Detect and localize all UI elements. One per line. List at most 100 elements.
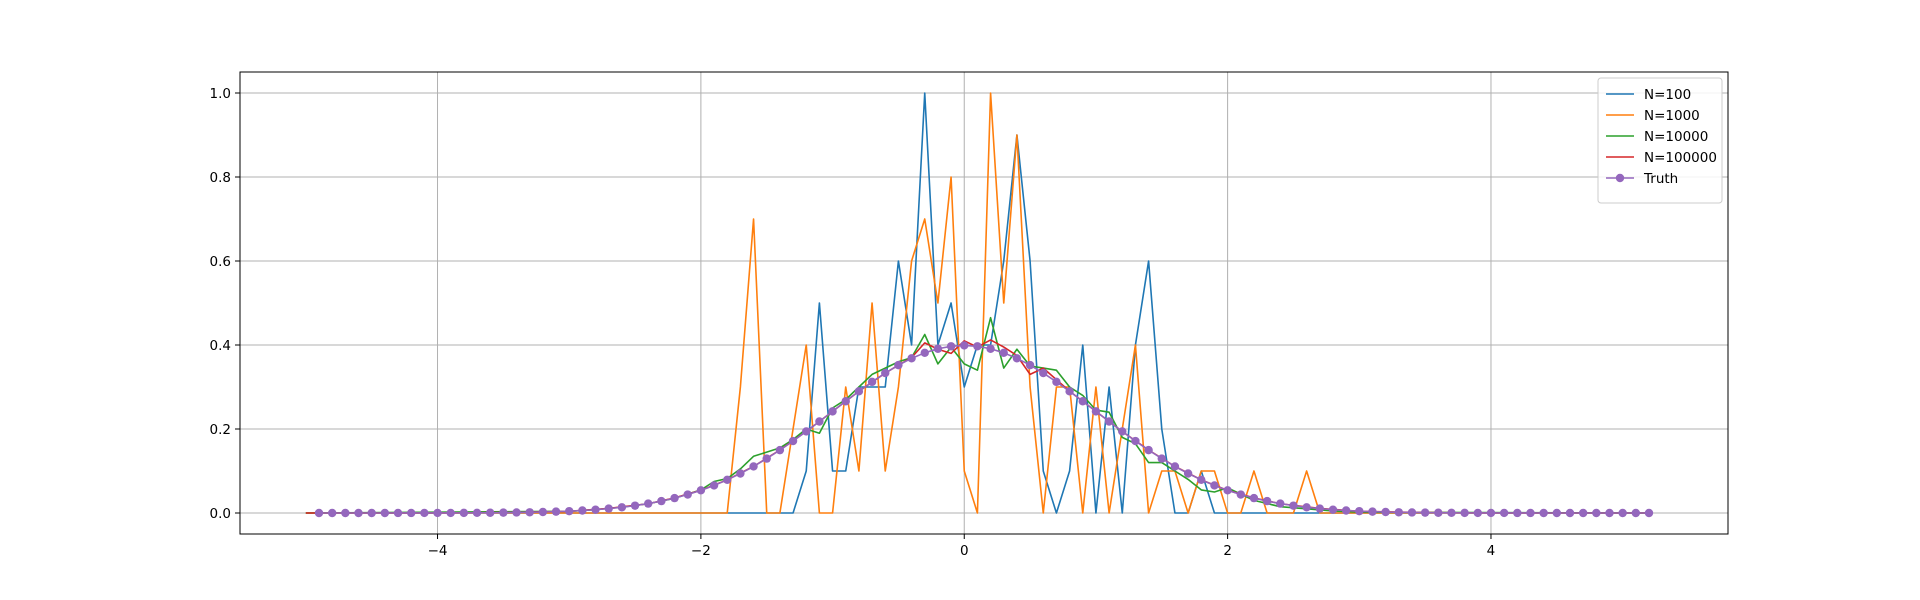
legend-marker [1615,173,1625,183]
data-point [802,427,811,436]
data-point [327,508,337,518]
data-point [1157,454,1166,463]
data-point [578,506,587,515]
data-point [749,462,758,471]
series-n-1000 [305,92,1649,514]
data-point [1394,508,1403,517]
x-tick-label: −4 [428,543,448,559]
data-point [1460,508,1469,518]
data-point [775,445,785,455]
series-layer [305,92,1654,518]
legend-item: N=10000 [1606,129,1708,145]
data-point [1223,486,1232,495]
data-point [565,506,574,516]
data-point [1091,407,1101,416]
data-point [1197,475,1206,485]
y-tick-label: 0.8 [210,170,231,186]
data-point [499,508,508,517]
series-n-100 [305,92,1649,514]
data-point [591,505,600,514]
data-point [380,508,390,518]
data-point [1302,503,1311,512]
y-tick-label: 0.4 [210,338,231,354]
data-point [1539,508,1548,518]
data-point [512,508,521,517]
data-point [907,354,916,363]
series-line [305,92,1649,514]
data-point [459,508,469,518]
legend-item: N=100000 [1606,150,1717,166]
y-tick-label: 0.0 [210,506,231,522]
data-point [551,507,561,516]
data-point [1526,508,1535,518]
data-point [1078,397,1087,406]
data-point [736,469,745,478]
data-point [1420,508,1430,517]
data-point [1355,506,1364,516]
data-point [1605,508,1614,518]
data-point [1144,445,1153,455]
series-n-10000 [305,316,1649,514]
data-point [393,508,403,518]
data-point [1368,507,1377,516]
data-point [933,344,943,353]
legend-label: N=100000 [1644,150,1717,166]
data-point [881,368,890,378]
data-point [1065,387,1074,396]
data-point [1118,427,1127,436]
y-tick-label: 0.6 [210,254,231,270]
data-point [1012,354,1022,363]
data-point [1499,508,1509,518]
data-point [762,454,771,463]
series-line [305,92,1649,514]
data-point [1381,507,1390,517]
data-point [723,475,732,485]
data-point [433,508,442,518]
data-point [1289,501,1298,510]
data-point [828,407,837,416]
grid [240,72,1728,534]
data-point [1315,504,1324,513]
legend-label: N=1000 [1644,108,1700,124]
data-point [683,490,692,499]
legend-box [1597,77,1723,204]
data-point [1644,508,1654,518]
data-point [406,508,416,518]
data-point [1183,469,1193,478]
x-tick-label: 4 [1487,543,1496,559]
data-point [1592,508,1601,518]
data-point [696,486,706,495]
legend-label: Truth [1643,171,1678,187]
data-point [867,377,877,387]
series-truth [314,341,1654,518]
data-point [1039,368,1048,378]
data-point [1447,508,1456,518]
data-point [1170,462,1180,471]
data-point [1236,490,1245,499]
x-tick-label: 0 [960,543,969,559]
series-line [305,316,1649,514]
data-point [1328,505,1338,514]
data-point [1578,508,1588,518]
legend-item: Truth [1606,171,1678,187]
x-tick-label: 2 [1223,543,1232,559]
data-point [960,341,969,350]
data-point [1249,493,1259,503]
data-point [1434,508,1443,517]
data-point [1552,508,1562,518]
data-point [709,481,719,490]
ticks: −4 −2 0 2 4 0.0 0.2 0.4 0.6 0.8 1.0 [210,86,1496,559]
data-point [604,504,613,513]
data-point [420,508,429,518]
data-point [815,417,824,426]
data-point [1104,417,1114,426]
data-point [788,436,798,446]
data-point [1276,499,1285,508]
data-point [538,507,548,517]
data-point [670,493,679,503]
y-tick-label: 1.0 [210,86,231,102]
data-point [341,508,350,518]
data-point [1486,508,1496,518]
data-point [1631,508,1641,518]
